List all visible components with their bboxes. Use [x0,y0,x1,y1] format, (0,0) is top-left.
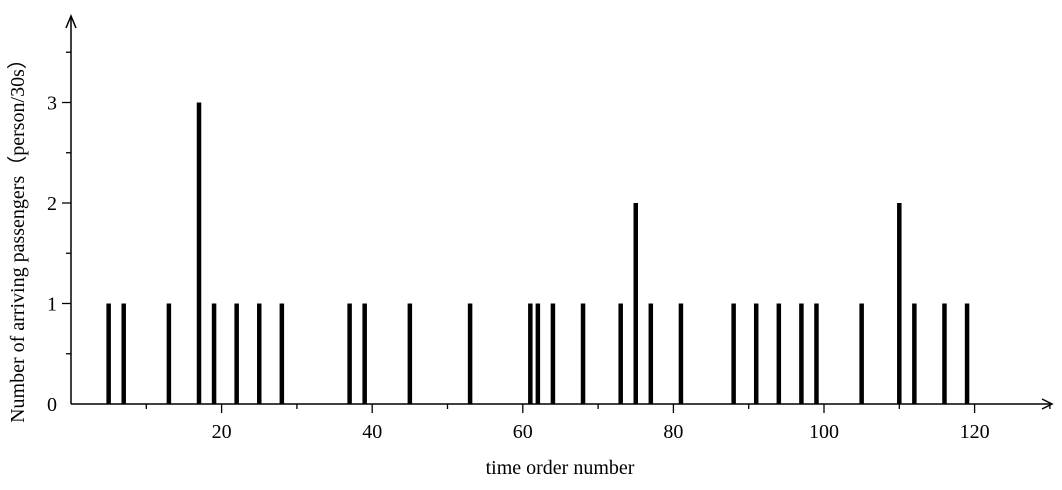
x-tick-label: 20 [212,421,232,443]
bar [731,303,736,404]
bar [347,303,352,404]
x-tick-label: 120 [960,421,990,443]
axis-tick-labels: 20 40 60 80 100 120 0 1 2 3 [47,93,990,444]
bar [257,303,262,404]
bar [234,303,239,404]
bar [897,203,902,404]
bar [196,102,202,404]
bars [106,102,970,404]
bar [776,303,782,404]
bar [799,303,804,404]
x-tick-label: 100 [809,421,839,443]
bar [407,303,413,404]
bar [211,303,217,404]
y-tick-label: 1 [47,294,57,316]
bar [121,303,126,404]
x-tick-label: 40 [362,421,382,443]
bar [912,303,917,404]
bar [279,303,285,404]
x-axis-label: time order number [486,457,635,479]
x-axis-arrow-icon [1041,398,1054,410]
bar [678,303,684,404]
y-axis-arrow-icon [65,14,77,29]
bar [618,303,623,404]
bar [535,303,541,404]
x-tick-label: 80 [663,421,683,443]
bar [942,303,947,404]
y-axis-label: Number of arriving passengers（person/30s… [6,49,29,423]
bar [633,203,638,404]
axis-ticks [62,51,1051,413]
bar [106,303,111,404]
bar [753,303,759,404]
bar [859,303,864,404]
bar [964,303,970,404]
bar [814,303,819,404]
y-tick-label: 2 [47,193,57,215]
y-tick-label: 0 [47,394,57,416]
bar [166,303,172,404]
x-tick-label: 60 [513,421,533,443]
axes [65,14,1054,410]
bar [550,303,556,404]
bar [528,303,533,404]
bar [362,303,367,404]
bar [580,303,586,404]
y-tick-label: 3 [47,93,57,115]
bar [648,303,654,404]
bar [467,303,473,404]
